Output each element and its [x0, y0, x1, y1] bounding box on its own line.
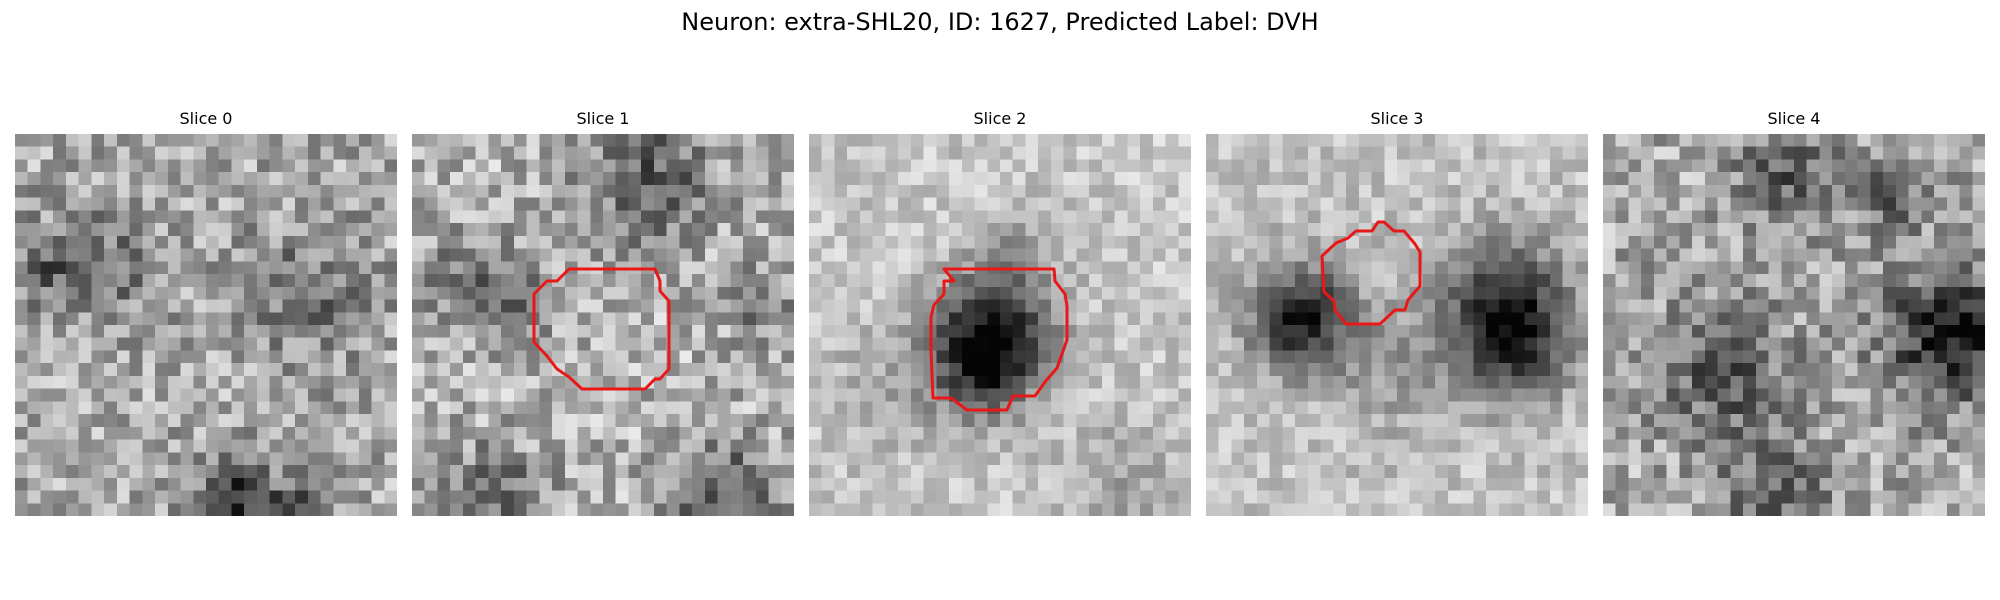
- slice-image: [412, 134, 794, 516]
- roi-contour-overlay: [1320, 220, 1422, 326]
- slice-image: [1206, 134, 1588, 516]
- slice-title: Slice 3: [1370, 109, 1424, 128]
- roi-contour-overlay: [929, 267, 1069, 412]
- roi-contour: [1320, 220, 1422, 326]
- slice-title: Slice 0: [179, 109, 233, 128]
- roi-contour: [929, 267, 1069, 412]
- slice-image: [1603, 134, 1985, 516]
- roi-contour-overlay: [532, 267, 671, 391]
- slice-title: Slice 4: [1767, 109, 1821, 128]
- slice-title: Slice 1: [576, 109, 630, 128]
- slice-image: [15, 134, 397, 516]
- slice-title: Slice 2: [973, 109, 1027, 128]
- slice-image: [809, 134, 1191, 516]
- roi-contour: [532, 267, 671, 391]
- figure-title: Neuron: extra-SHL20, ID: 1627, Predicted…: [681, 8, 1319, 36]
